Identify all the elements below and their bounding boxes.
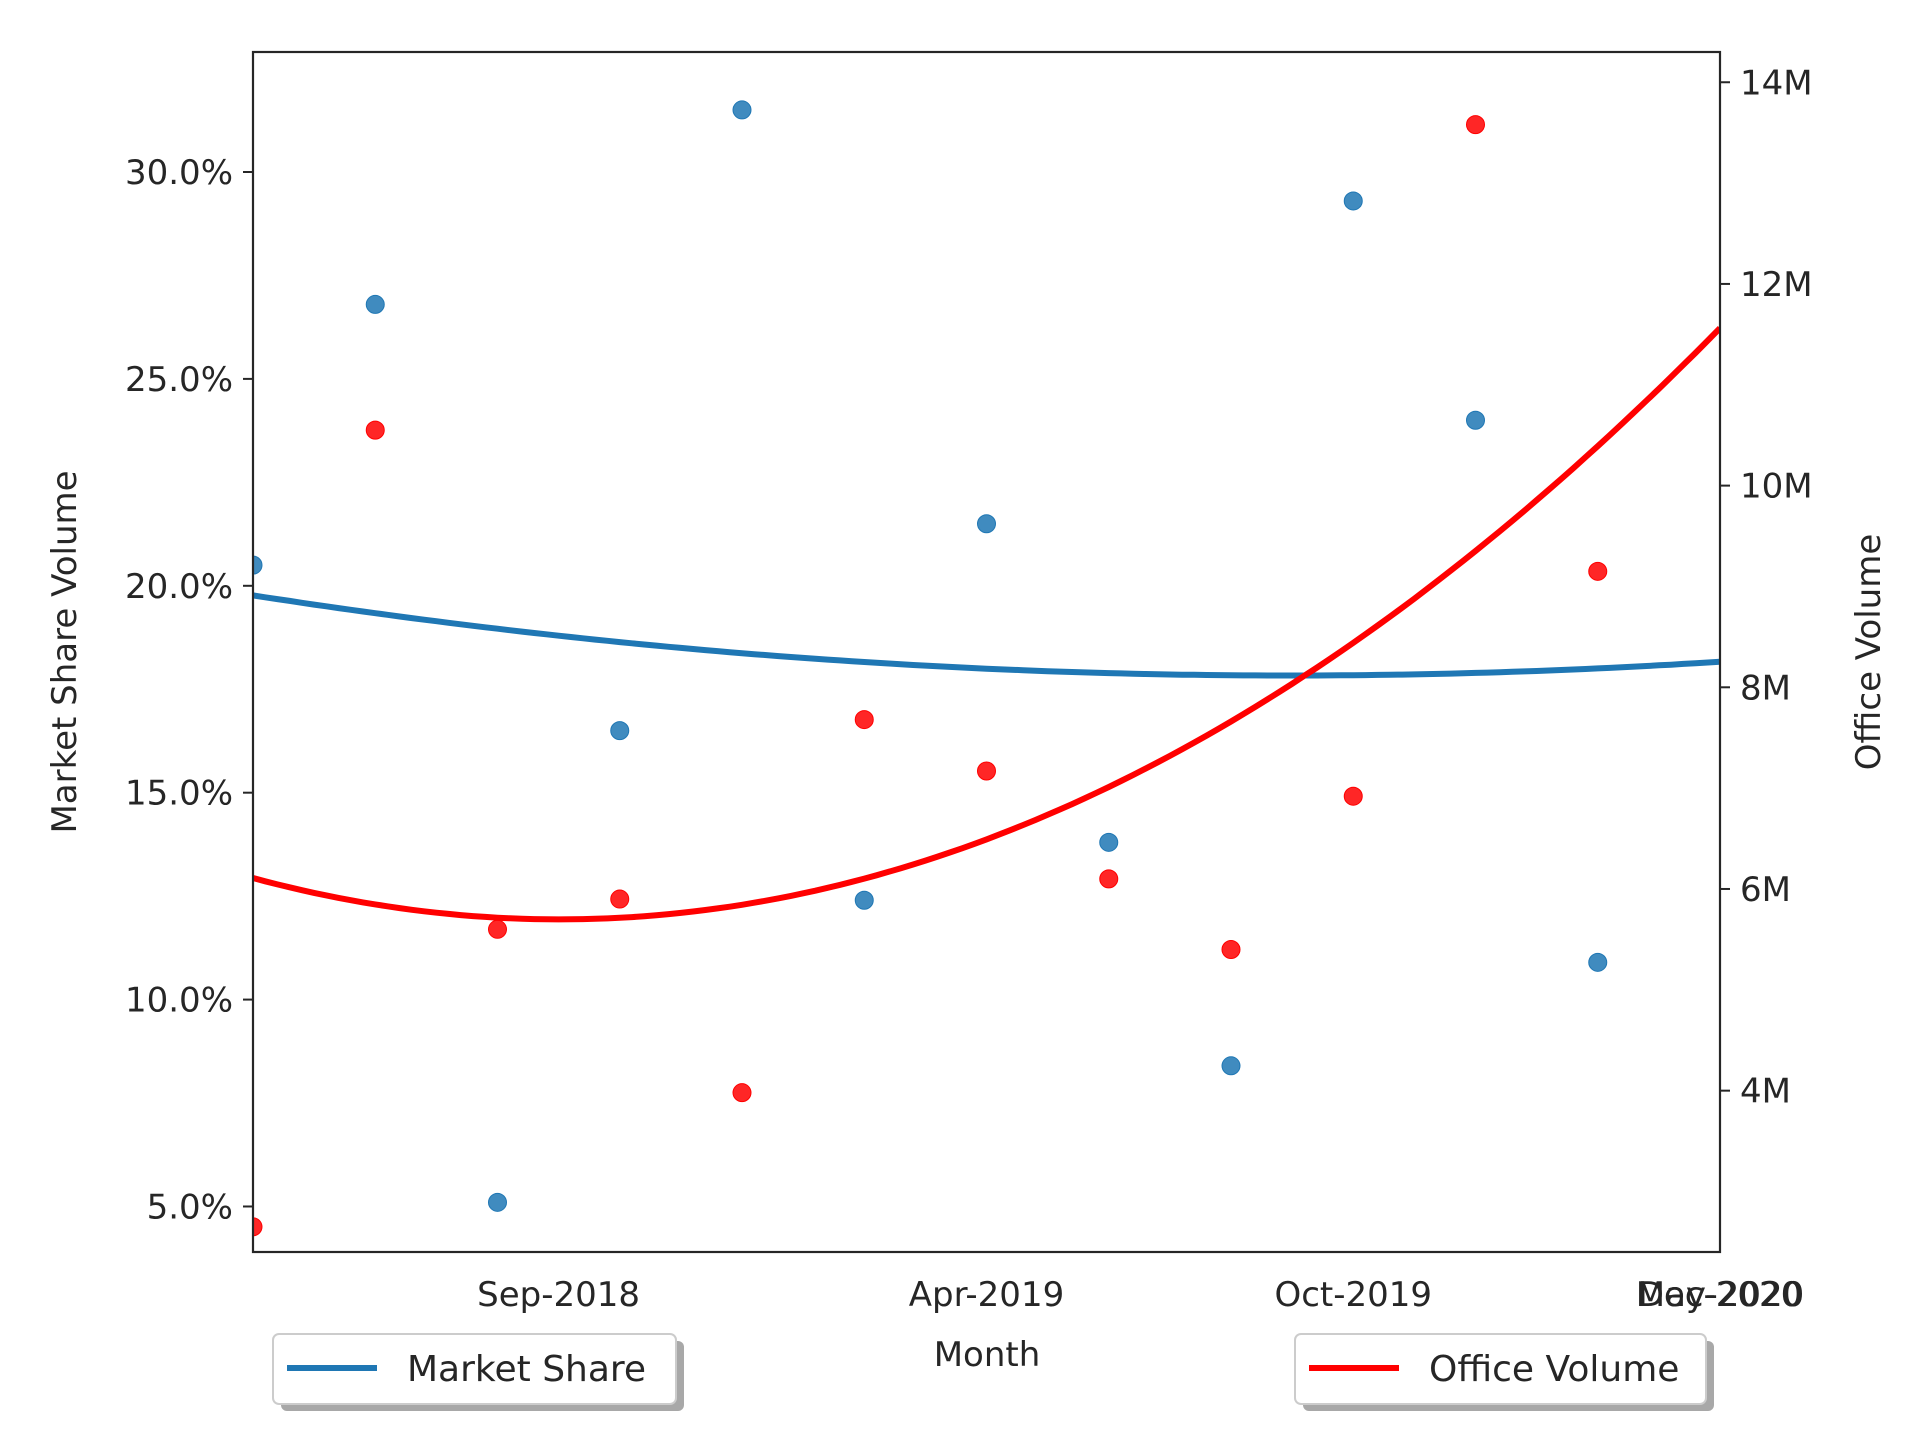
office-volume-point bbox=[732, 1083, 752, 1103]
y-axis-left-title: Market Share Volume bbox=[45, 470, 85, 833]
office-volume-point bbox=[1221, 939, 1241, 959]
y-left-tick-label: 20.0% bbox=[125, 567, 233, 607]
office-volume-point bbox=[610, 889, 630, 909]
y-left-tick-label: 10.0% bbox=[125, 981, 233, 1021]
y-left-tick-label: 30.0% bbox=[125, 153, 233, 193]
x-axis-title: Month bbox=[934, 1335, 1041, 1375]
market-share-point bbox=[1588, 952, 1608, 972]
legend-market-share-label: Market Share bbox=[407, 1349, 646, 1390]
y-right-tick-label: 10M bbox=[1740, 467, 1813, 507]
market-share-point bbox=[1343, 191, 1363, 211]
x-tick-label: Sep-2018 bbox=[477, 1275, 640, 1315]
office-volume-point bbox=[977, 761, 996, 781]
market-share-point bbox=[488, 1192, 507, 1212]
y-right-tick-label: 14M bbox=[1740, 63, 1813, 103]
y-right-tick-label: 6M bbox=[1740, 870, 1791, 910]
office-volume-point bbox=[253, 1217, 263, 1237]
x-tick-label: Dec-2020 bbox=[1638, 1275, 1803, 1315]
office-volume-point bbox=[1343, 786, 1363, 806]
office-volume-point bbox=[365, 420, 385, 440]
market-share-point bbox=[365, 294, 385, 314]
x-tick-label: Apr-2019 bbox=[909, 1275, 1064, 1315]
y-left-tick-label: 5.0% bbox=[147, 1187, 233, 1227]
y-axis-right-title: Office Volume bbox=[1849, 534, 1889, 771]
market-share-point bbox=[1466, 410, 1485, 430]
x-tick-label: Oct-2019 bbox=[1274, 1275, 1432, 1315]
y-left-tick-label: 15.0% bbox=[125, 774, 233, 814]
office-volume-point bbox=[1466, 115, 1485, 135]
y-right-tick-label: 4M bbox=[1740, 1072, 1791, 1112]
y-left-tick-label: 25.0% bbox=[125, 360, 233, 400]
legend-office-volume: Office Volume bbox=[1294, 1333, 1714, 1411]
market-share-fit-line bbox=[253, 592, 1720, 679]
market-share-point bbox=[732, 100, 752, 120]
office-volume-point bbox=[854, 710, 874, 730]
market-share-point bbox=[1221, 1056, 1241, 1076]
office-volume-point bbox=[1099, 869, 1119, 889]
y-right-tick-label: 8M bbox=[1740, 668, 1791, 708]
plot-frame bbox=[251, 50, 1722, 1254]
legend-office-volume-label: Office Volume bbox=[1429, 1349, 1679, 1390]
office-volume-point bbox=[1588, 561, 1608, 581]
office-volume-fit-line bbox=[253, 325, 1720, 923]
x-tick-label: May-2020 bbox=[1636, 1275, 1805, 1315]
market-share-point bbox=[610, 721, 630, 741]
legend-market-share: Market Share bbox=[272, 1333, 684, 1411]
market-share-point bbox=[1099, 832, 1119, 852]
office-volume-point bbox=[488, 919, 507, 939]
market-share-point bbox=[854, 890, 874, 910]
market-share-point bbox=[253, 555, 263, 575]
market-share-point bbox=[977, 514, 996, 534]
y-right-tick-label: 12M bbox=[1740, 265, 1813, 305]
